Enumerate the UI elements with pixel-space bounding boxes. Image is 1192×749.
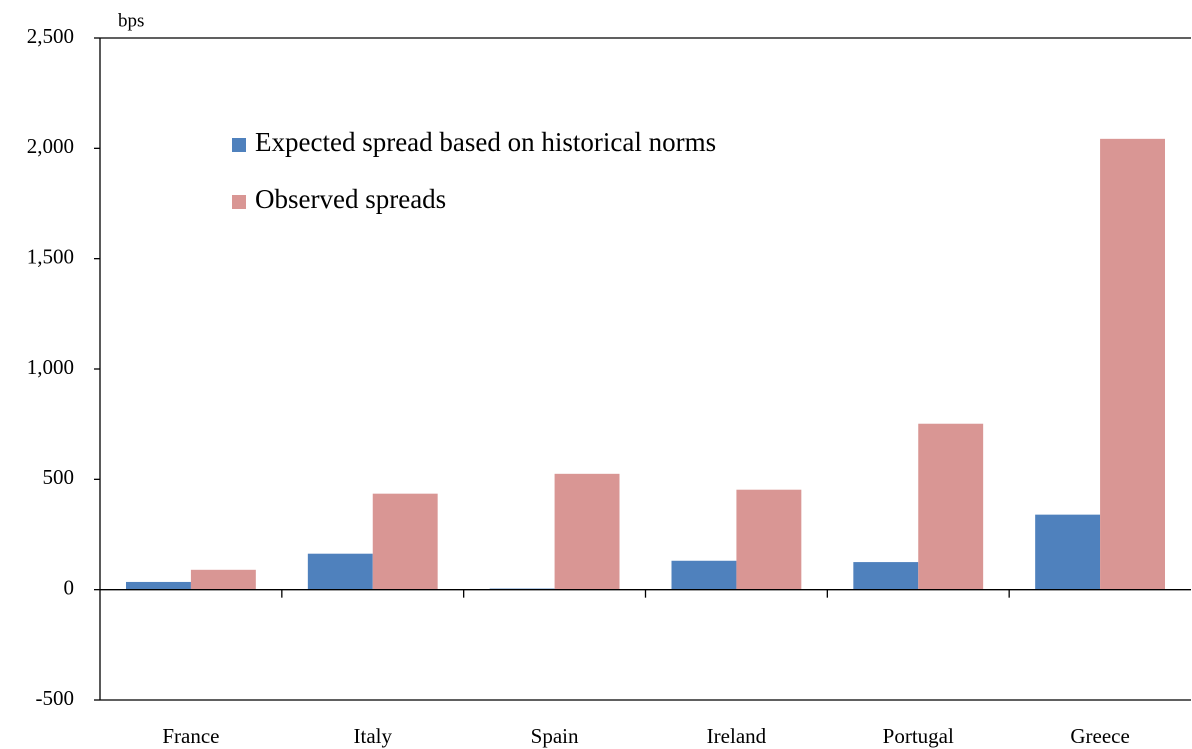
bar (372, 493, 438, 590)
y-tick-label: 2,000 (27, 134, 74, 158)
legend-swatch (232, 138, 246, 152)
bar (190, 569, 256, 590)
bar (736, 489, 802, 590)
bar (1100, 138, 1165, 590)
bar (1035, 514, 1101, 590)
bar (307, 553, 373, 590)
x-tick-label: Ireland (707, 724, 767, 748)
bar (918, 423, 984, 590)
x-tick-label: Italy (354, 724, 393, 748)
legend-label: Expected spread based on historical norm… (255, 127, 716, 157)
x-tick-label: Portugal (883, 724, 954, 748)
x-tick-label: Greece (1070, 724, 1129, 748)
y-tick-label: 0 (64, 575, 75, 599)
x-tick-label: Spain (531, 724, 579, 748)
legend-label: Observed spreads (255, 184, 446, 214)
bar (554, 473, 620, 590)
x-tick-label: France (162, 724, 219, 748)
bar (853, 562, 919, 590)
y-axis-label: bps (118, 10, 144, 31)
bar (671, 560, 737, 590)
legend-swatch (232, 195, 246, 209)
y-tick-label: 1,500 (27, 244, 74, 268)
y-tick-label: -500 (36, 686, 75, 710)
y-tick-label: 2,500 (27, 24, 74, 48)
y-tick-label: 500 (43, 465, 75, 489)
y-tick-label: 1,000 (27, 355, 74, 379)
bar (126, 581, 191, 590)
